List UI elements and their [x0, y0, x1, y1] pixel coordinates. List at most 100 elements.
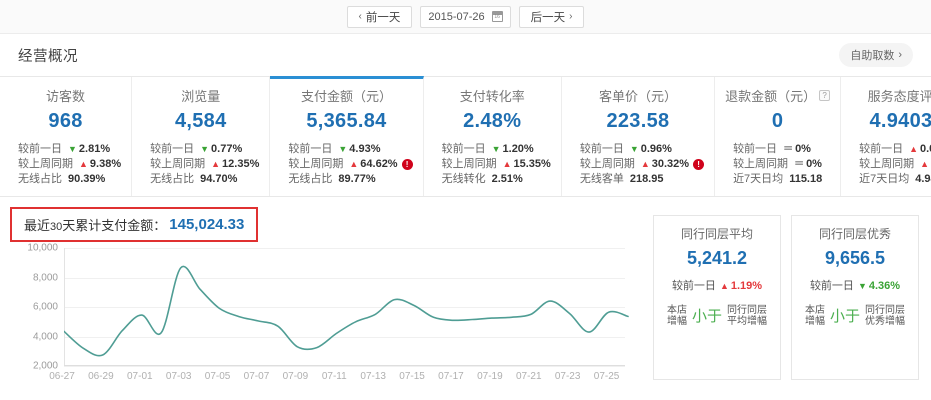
metric-card-5[interactable]: 退款金额（元）? 0 较前一日＝ 0% 较上周同期＝ 0% 近7天日均 115.18	[715, 77, 842, 196]
metric-card-title: 浏览量	[181, 86, 220, 105]
metric-card-6[interactable]: 服务态度评分4.94032较前一日▲0.01%较上周同期▲0.04%近7天日均4…	[841, 77, 931, 196]
arrow-up-icon: ▲	[920, 159, 929, 169]
metric-card-rows: 较前一日 ▼ 2.81% 较上周同期 ▲ 9.38% 无线占比 90.39%	[10, 142, 121, 187]
peer-delta-label: 较前一日	[671, 280, 716, 292]
peer-foot-comparator: 小于	[691, 307, 722, 325]
metric-title-text: 支付转化率	[459, 89, 525, 104]
peer-delta-value: 1.19%	[730, 280, 763, 292]
x-axis-tick-label: 07-11	[321, 371, 347, 382]
peer-delta-label: 较前一日	[809, 280, 854, 292]
metric-row-value: 4.94274	[915, 173, 931, 185]
metric-row: 较上周同期 ▲ 12.35%	[150, 157, 259, 172]
arrow-up-icon: ▲	[349, 159, 359, 169]
y-axis-tick-label: 8,000	[32, 272, 58, 283]
self-service-data-button[interactable]: 自助取数 ›	[839, 43, 913, 67]
peer-box-delta: 较前一日 ▼ 4.36%	[810, 277, 900, 293]
metric-row-value: 115.18	[789, 173, 823, 185]
metric-card-3[interactable]: 支付转化率 2.48% 较前一日 ▼ 1.20% 较上周同期 ▲ 15.35% 无线转化 2.51…	[424, 77, 562, 196]
alert-icon[interactable]: !	[693, 159, 705, 170]
x-axis-tick-label: 07-03	[165, 371, 192, 382]
arrow-up-icon: ▲	[211, 159, 221, 169]
metric-card-1[interactable]: 浏览量 4,584 较前一日 ▼ 0.77% 较上周同期 ▲ 12.35% 无线占比 94.70%	[132, 77, 271, 196]
metric-row-value: 30.32%	[651, 158, 690, 170]
peer-foot-comparator: 小于	[829, 307, 860, 325]
metric-row-value: 1.20%	[502, 143, 534, 155]
x-axis-tick-label: 07-17	[438, 371, 464, 382]
metric-row-label: 较上周同期	[441, 158, 497, 170]
x-axis-tick-label: 06-29	[88, 371, 114, 382]
metric-title-text: 客单价（元）	[598, 89, 677, 104]
x-axis-tick-label: 06-27	[49, 371, 75, 382]
arrow-up-icon: ▲	[79, 159, 88, 169]
metric-card-title: 支付金额（元）	[301, 86, 392, 105]
metric-card-0[interactable]: 访客数 968 较前一日 ▼ 2.81% 较上周同期 ▲ 9.38% 无线占比 90.39%	[0, 77, 133, 196]
metric-title-text: 服务态度评分	[867, 89, 931, 104]
metric-row: 较上周同期 ▲ 30.32%!	[579, 157, 705, 172]
arrow-up-icon: ▲	[909, 144, 918, 154]
lower-section: 最近30天累计支付金额： 145,024.33 2,000 4,000 6,000 8…	[0, 197, 931, 382]
payment-amount-line-chart[interactable]: 2,000 4,000 6,000 8,000 10,000	[12, 243, 633, 372]
metric-row-value: 0%	[795, 143, 811, 155]
date-navigation-bar: ‹ 前一天 2015-07-26 16 后一天 ›	[0, 0, 931, 34]
metric-card-2[interactable]: 支付金额（元） 5,365.84 较前一日 ▼ 4.93% 较上周同期 ▲ 64.62%! 无线…	[270, 76, 424, 196]
prev-day-label: 前一天	[365, 11, 401, 24]
arrow-down-icon: ▼	[200, 144, 210, 154]
metric-row: 较前一日 ＝ 0%	[733, 142, 830, 157]
arrow-up-icon: ▲	[502, 159, 512, 169]
metric-row: 较前一日 ▼ 0.96%	[580, 142, 704, 157]
line-path	[64, 265, 629, 357]
metric-row-label: 较前一日	[150, 143, 195, 155]
metric-row-value: 0.77%	[211, 143, 243, 155]
grid-line	[64, 336, 625, 338]
metric-row-label: 较前一日	[733, 143, 778, 155]
peer-foot-left-line2: 增幅	[666, 316, 687, 327]
panel-header: 经营概况 自助取数 ›	[0, 34, 931, 77]
metric-row-value: 15.35%	[513, 158, 551, 170]
metric-card-rows: 较前一日＝ 0% 较上周同期＝ 0% 近7天日均 115.18	[725, 142, 830, 187]
next-day-button[interactable]: 后一天 ›	[518, 5, 585, 28]
x-axis-tick-label: 07-25	[593, 371, 620, 382]
metric-card-value: 0	[771, 110, 784, 132]
metric-row-label: 较前一日	[441, 143, 486, 155]
metric-card-4[interactable]: 客单价（元） 223.58 较前一日 ▼ 0.96% 较上周同期 ▲ 30.32%! 无线客单 2…	[562, 77, 716, 196]
metric-row-value: 218.95	[629, 173, 664, 185]
y-axis-tick-label: 10,000	[27, 242, 58, 254]
metric-title-text: 支付金额（元）	[300, 89, 392, 104]
peer-foot-left: 本店 增幅	[805, 305, 825, 327]
chevron-right-icon: ›	[898, 49, 902, 61]
chevron-left-icon: ‹	[358, 11, 362, 22]
next-day-label: 后一天	[530, 11, 566, 24]
metric-row-value: 64.62%	[360, 158, 398, 170]
metric-card-rows: 较前一日 ▼ 0.77% 较上周同期 ▲ 12.35% 无线占比 94.70%	[142, 142, 259, 187]
chevron-right-icon: ›	[569, 11, 573, 22]
grid-line	[64, 307, 625, 308]
question-mark-icon[interactable]: ?	[819, 90, 831, 101]
alert-icon[interactable]: !	[401, 159, 413, 170]
x-axis-tick-label: 07-23	[554, 371, 581, 382]
metric-row-label: 近7天日均	[733, 173, 784, 185]
arrow-up-icon: ▲	[640, 159, 650, 169]
equals-icon: ＝	[794, 159, 805, 170]
chart-x-axis-labels: 06-27 06-29 07-01 07-03 07-05 07-07 07-09 07-11…	[49, 366, 625, 386]
arrow-down-icon: ▼	[857, 281, 867, 291]
peer-foot-right-line2: 优秀增幅	[865, 316, 905, 327]
metric-row-label: 较前一日	[579, 143, 624, 155]
metric-row-value: 0.01%	[920, 143, 931, 155]
date-picker[interactable]: 2015-07-26 16	[420, 5, 511, 28]
metric-row-label: 较前一日	[859, 143, 904, 155]
metric-row-label: 较上周同期	[579, 158, 635, 170]
arrow-down-icon: ▼	[629, 144, 639, 154]
metric-row-label: 较上周同期	[150, 158, 206, 170]
prev-day-button[interactable]: ‹ 前一天	[346, 5, 413, 28]
metric-row: 近7天日均 4.94274	[859, 172, 931, 187]
metric-row: 较上周同期▲0.04%	[859, 157, 931, 172]
peer-comparison-box-1: 同行同层优秀 9,656.5 较前一日 ▼ 4.36% 本店 增幅 小于 同行同层 优秀增幅	[791, 215, 919, 380]
metric-row: 无线占比 90.39%	[18, 172, 121, 187]
x-axis-tick-label: 07-13	[360, 371, 386, 382]
y-axis-tick-label: 6,000	[32, 301, 58, 313]
peer-box-value: 5,241.2	[686, 248, 748, 268]
page-title: 经营概况	[18, 48, 78, 65]
metric-card-row: 访客数 968 较前一日 ▼ 2.81% 较上周同期 ▲ 9.38% 无线占比 90.39% 浏览量…	[0, 76, 931, 197]
metric-row-label: 近7天日均	[859, 173, 910, 185]
peer-foot-left-line2: 增幅	[804, 316, 825, 327]
